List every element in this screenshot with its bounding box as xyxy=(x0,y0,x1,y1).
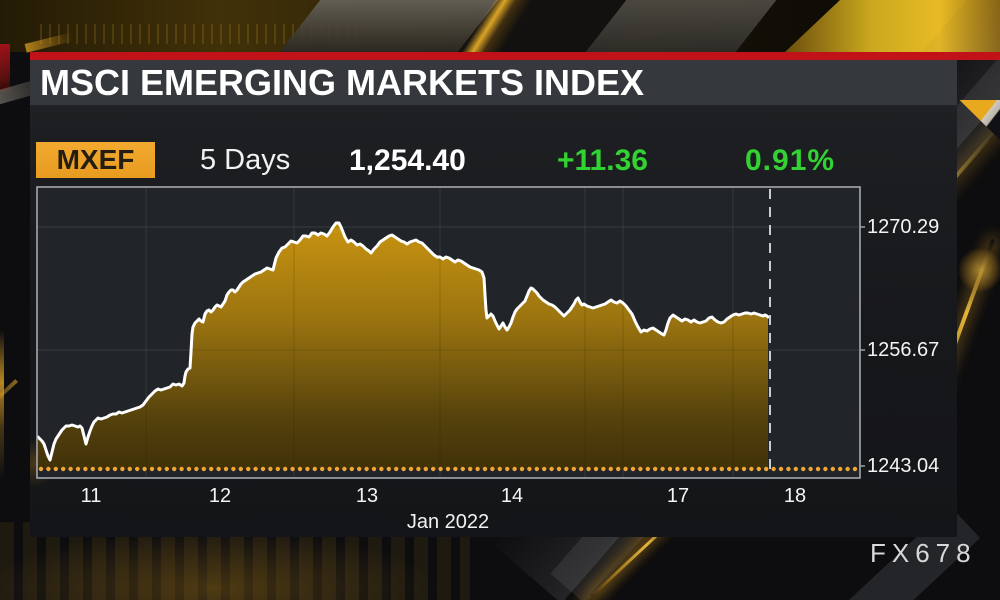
x-axis-title: Jan 2022 xyxy=(406,511,490,533)
x-axis-tick-label: 13 xyxy=(355,485,379,507)
page-title: MSCI EMERGING MARKETS INDEX xyxy=(40,62,645,103)
price-change-percent: 0.91% xyxy=(745,144,836,177)
x-axis-tick-label: 17 xyxy=(666,485,690,507)
red-streak xyxy=(0,44,10,92)
x-axis-tick-label: 12 xyxy=(208,485,232,507)
y-axis-tick-label: 1270.29 xyxy=(867,216,940,238)
x-axis-tick-label: 11 xyxy=(80,485,102,507)
gold-glow xyxy=(958,248,1000,292)
ticker-badge: MXEF xyxy=(36,142,155,178)
red-accent-bar xyxy=(30,52,1000,60)
y-axis-tick-label: 1256.67 xyxy=(867,339,940,361)
title-bar xyxy=(30,60,957,105)
x-axis-tick-label: 14 xyxy=(500,485,524,507)
x-axis-tick-label: 18 xyxy=(783,485,807,507)
price-change: +11.36 xyxy=(557,144,648,177)
last-price: 1,254.40 xyxy=(349,144,466,177)
range-label: 5 Days xyxy=(200,144,291,176)
gold-glint-streak xyxy=(240,0,760,52)
y-axis-tick-label: 1243.04 xyxy=(867,455,940,477)
gold-streak xyxy=(0,330,4,480)
watermark: FX678 xyxy=(870,538,977,568)
